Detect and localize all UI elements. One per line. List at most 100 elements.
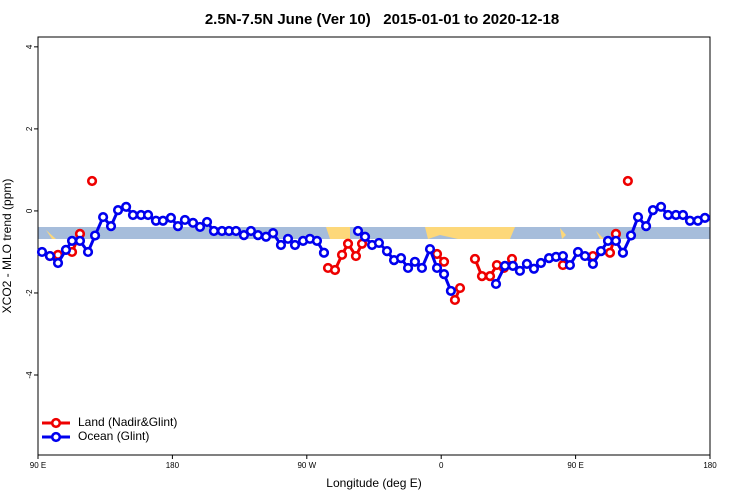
point xyxy=(602,235,614,246)
point xyxy=(617,247,629,258)
point xyxy=(208,225,220,237)
y-tick-label: 0 xyxy=(25,208,34,213)
point xyxy=(564,259,576,271)
point xyxy=(275,239,287,251)
point xyxy=(157,215,169,226)
y-tick-label: -2 xyxy=(25,289,34,297)
point xyxy=(165,212,177,224)
point xyxy=(352,225,364,237)
x-tick-label: 0 xyxy=(439,461,444,470)
point xyxy=(52,257,64,269)
point xyxy=(359,231,371,242)
point xyxy=(587,258,599,269)
point xyxy=(89,230,101,241)
point xyxy=(342,238,354,249)
point xyxy=(381,246,393,257)
point xyxy=(579,250,591,262)
point xyxy=(318,247,330,258)
point xyxy=(445,285,457,297)
point xyxy=(557,250,569,262)
point xyxy=(647,205,659,216)
point xyxy=(112,205,124,216)
point xyxy=(438,268,450,280)
x-axis-label: Longitude (deg E) xyxy=(326,476,421,490)
point xyxy=(311,235,323,246)
point xyxy=(82,246,94,258)
point xyxy=(662,209,674,221)
point xyxy=(282,233,294,244)
point xyxy=(514,265,525,276)
point xyxy=(36,246,48,258)
legend-label: Land (Nadir&Glint) xyxy=(78,415,177,429)
point xyxy=(98,211,109,223)
point xyxy=(484,271,496,282)
point xyxy=(238,230,250,241)
point xyxy=(438,256,450,267)
point xyxy=(625,230,637,241)
point xyxy=(60,244,72,255)
point xyxy=(431,262,443,274)
y-tick-label: 2 xyxy=(25,126,34,131)
point xyxy=(74,235,86,246)
y-tick-label: 4 xyxy=(25,44,34,49)
point xyxy=(44,250,56,262)
legend-label: Ocean (Glint) xyxy=(78,429,149,443)
point xyxy=(424,243,436,255)
map-strip xyxy=(38,227,710,239)
point xyxy=(194,221,206,233)
point xyxy=(121,201,132,212)
point xyxy=(521,258,533,269)
point xyxy=(449,294,461,306)
point xyxy=(507,260,518,271)
x-tick-label: 90 E xyxy=(30,461,46,470)
point xyxy=(350,250,362,262)
point xyxy=(127,209,139,221)
plot-frame xyxy=(37,36,711,456)
point xyxy=(252,230,264,241)
point xyxy=(640,221,652,232)
point xyxy=(699,212,711,224)
point xyxy=(267,227,279,239)
point xyxy=(187,217,199,228)
point xyxy=(329,264,341,276)
point xyxy=(454,282,466,294)
x-tick-label: 180 xyxy=(703,461,717,470)
point xyxy=(490,278,502,290)
legend-marker xyxy=(50,417,62,429)
point xyxy=(535,257,547,269)
x-tick-label: 90 W xyxy=(297,461,316,470)
point xyxy=(230,225,242,237)
point xyxy=(528,263,540,274)
point xyxy=(677,209,689,221)
point xyxy=(336,249,348,260)
point xyxy=(201,216,213,228)
legend-marker xyxy=(50,431,62,443)
point xyxy=(499,260,511,271)
point xyxy=(402,262,414,274)
point xyxy=(395,253,407,264)
plot-layer: 90 E 180 90 W 0 90 E 180 -4 -2 0 2 4 Land (Nadir&Gl… xyxy=(25,44,717,470)
point xyxy=(604,247,616,258)
point xyxy=(595,246,607,257)
point xyxy=(416,262,428,274)
point xyxy=(684,215,696,226)
point xyxy=(476,271,488,282)
y-tick-label: -4 xyxy=(25,371,34,379)
point xyxy=(610,235,622,246)
point xyxy=(142,209,154,221)
point xyxy=(86,175,98,187)
point xyxy=(245,225,257,237)
point xyxy=(66,235,78,246)
chart-title: 2.5N-7.5N June (Ver 10) 2015-01-01 to 20… xyxy=(205,11,559,28)
x-tick-label: 90 E xyxy=(567,461,583,470)
point xyxy=(179,214,191,226)
point xyxy=(655,201,667,212)
point xyxy=(373,237,385,249)
x-tick-label: 180 xyxy=(166,461,180,470)
point xyxy=(622,175,633,187)
point xyxy=(105,221,117,232)
point xyxy=(172,221,184,232)
point xyxy=(469,253,481,265)
point xyxy=(289,239,301,251)
